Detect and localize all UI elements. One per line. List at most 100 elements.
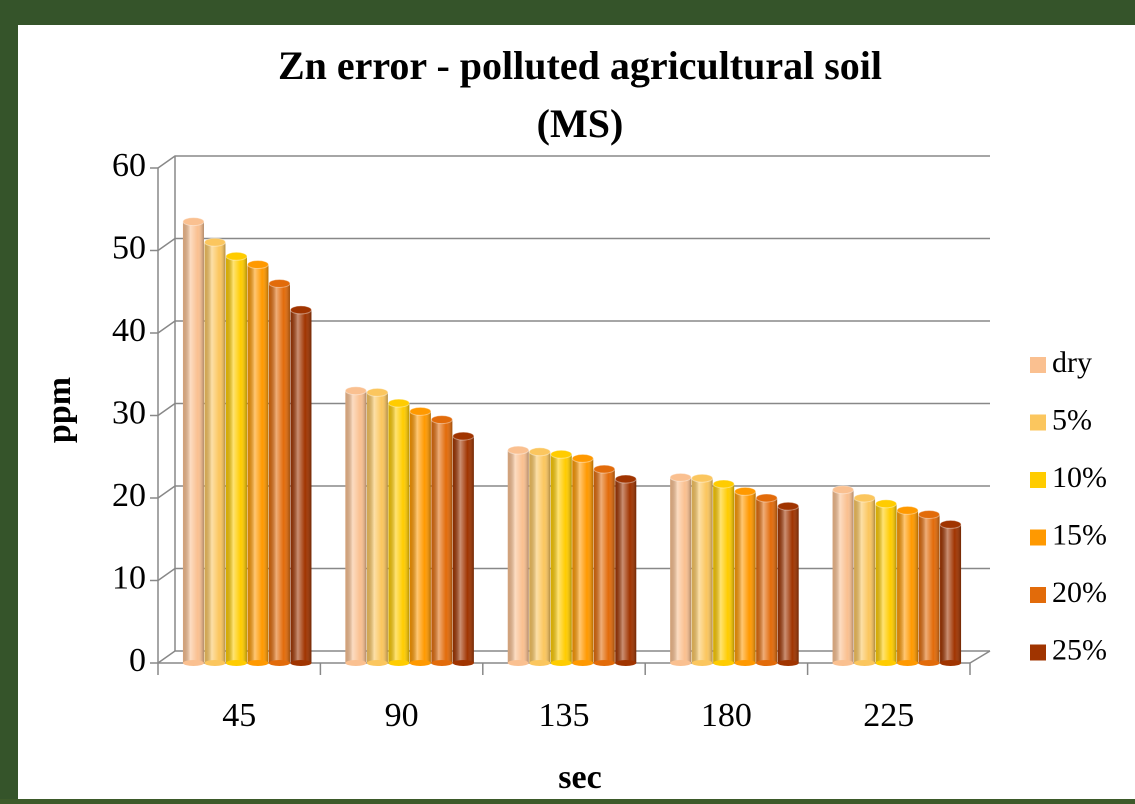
bar-cap — [614, 474, 637, 484]
bar-bottom — [550, 660, 572, 666]
y-tick-label: 60 — [112, 147, 146, 184]
bar-shade — [507, 450, 529, 663]
bar-shade — [529, 451, 551, 663]
bar-cap — [507, 445, 530, 455]
bar-bottom — [290, 660, 312, 666]
bar-shade — [734, 491, 756, 663]
bar-shade — [854, 498, 876, 663]
bar-cap — [896, 505, 919, 515]
x-axis-label: sec — [558, 759, 601, 796]
bar-cap — [528, 447, 551, 457]
bar-shade — [615, 479, 637, 663]
y-tick-label: 40 — [112, 312, 146, 349]
bar-bottom — [615, 660, 637, 666]
bar-shade — [832, 489, 854, 663]
bar-cap — [550, 449, 573, 459]
bar-bottom — [713, 660, 735, 666]
grid-line — [157, 155, 990, 169]
grid-line — [157, 237, 990, 252]
y-tick-label: 10 — [112, 559, 146, 596]
bar-bottom — [670, 660, 692, 666]
legend-label: 5% — [1052, 403, 1092, 436]
bar-bottom — [431, 660, 453, 666]
bar-cap — [691, 473, 714, 483]
bar-bottom — [734, 660, 756, 666]
bar-bottom — [345, 660, 367, 666]
bar-bottom — [691, 660, 713, 666]
bar-shade — [345, 390, 367, 663]
bar-shade — [875, 503, 897, 663]
bar-bottom — [182, 660, 204, 666]
bar-bottom — [507, 660, 529, 666]
legend-swatch — [1030, 414, 1046, 431]
bar-bottom — [572, 660, 594, 666]
bar-cap — [289, 305, 312, 315]
chart-title: Zn error - polluted agricultural soil (MS… — [278, 43, 882, 146]
bar-cap — [430, 415, 453, 425]
bar-cap — [712, 479, 735, 489]
bar-cap — [366, 387, 389, 397]
bar-shade — [691, 478, 713, 663]
bar-shade — [182, 221, 204, 663]
bar-shade — [670, 477, 692, 663]
bar-cap — [853, 493, 876, 503]
bar-bottom — [777, 660, 799, 666]
bar-cap — [409, 406, 432, 416]
bar-cap — [832, 485, 855, 495]
y-axis-label: ppm — [41, 377, 78, 443]
bar-cap — [875, 499, 898, 509]
bar-shade — [409, 411, 431, 663]
bar-bottom — [409, 660, 431, 666]
bar-shade — [593, 469, 615, 663]
panel — [18, 25, 1135, 799]
bar-shade — [452, 436, 474, 663]
bar-bottom — [756, 660, 778, 666]
bar-shade — [388, 403, 410, 663]
bar-bottom — [854, 660, 876, 666]
bar-bottom — [897, 660, 919, 666]
legend-label: 20% — [1052, 576, 1107, 609]
bar-bottom — [452, 660, 474, 666]
floor-edge — [969, 650, 991, 664]
bar-cap — [246, 260, 269, 270]
bar-shade — [918, 514, 940, 663]
bar-bottom — [247, 660, 269, 666]
bar-bottom — [225, 660, 247, 666]
legend-swatch — [1030, 529, 1046, 546]
bar-shade — [431, 419, 453, 663]
bar-bottom — [593, 660, 615, 666]
bar-cap — [203, 237, 226, 247]
legend-label: 15% — [1052, 518, 1107, 551]
bar-bottom — [268, 660, 290, 666]
bar-cap — [939, 519, 962, 529]
bar-cap — [734, 486, 757, 496]
bar-cap — [268, 279, 291, 288]
bar-bottom — [366, 660, 388, 666]
bar-cap — [593, 464, 616, 474]
bar-shade — [268, 283, 290, 663]
bar-shade — [366, 392, 388, 663]
legend-label: 10% — [1052, 461, 1107, 494]
grid-line — [157, 320, 990, 334]
x-tick-label: 225 — [863, 697, 914, 734]
legend-swatch — [1030, 472, 1046, 488]
y-tick-label: 50 — [112, 229, 146, 266]
bar-cap — [669, 472, 692, 482]
grid-line — [157, 402, 990, 417]
x-tick-label: 135 — [539, 697, 590, 734]
legend-swatch — [1030, 644, 1046, 661]
bar-shade — [550, 454, 572, 663]
legend-label: 25% — [1052, 633, 1107, 666]
bar-cap — [452, 431, 475, 441]
legend-swatch — [1030, 587, 1046, 603]
legend-swatch — [1030, 357, 1046, 373]
bar-cap — [387, 398, 410, 408]
bar-shade — [290, 309, 312, 663]
x-tick-label: 180 — [701, 697, 752, 734]
y-tick-label: 30 — [112, 394, 146, 431]
bar-bottom — [388, 660, 410, 666]
legend-label: dry — [1052, 346, 1092, 379]
bar-bottom — [529, 660, 551, 666]
